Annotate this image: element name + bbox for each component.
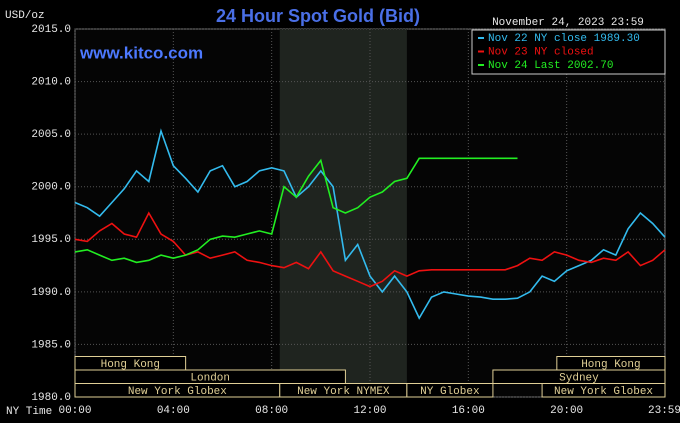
session-label: Sydney [559, 373, 599, 385]
x-tick-label: 08:00 [255, 405, 288, 417]
session-label: London [190, 373, 230, 385]
session-label: New York NYMEX [297, 386, 390, 398]
x-tick-label: 04:00 [157, 405, 190, 417]
y-tick-label: 1985.0 [31, 339, 71, 351]
legend-box [471, 29, 666, 75]
x-tick-label: 12:00 [353, 405, 386, 417]
session-label: New York Globex [128, 386, 227, 398]
y-axis-label: USD/oz [5, 10, 45, 22]
y-tick-label: 1980.0 [31, 392, 71, 404]
session-label: NY Globex [420, 386, 480, 398]
y-tick-label: 1995.0 [31, 234, 71, 246]
y-tick-label: 2010.0 [31, 76, 71, 88]
legend-label: Nov 22 NY close 1989.30 [488, 33, 640, 45]
date-label: November 24, 2023 23:59 [492, 17, 644, 29]
legend-label: Nov 24 Last 2002.70 [488, 60, 613, 72]
line-series [74, 211, 666, 288]
session-box [541, 383, 666, 398]
session-label: Hong Kong [101, 359, 160, 371]
y-tick-label: 1990.0 [31, 287, 71, 299]
x-tick-label: 16:00 [452, 405, 485, 417]
watermark: www.kitco.com [79, 43, 203, 62]
session-box [406, 383, 494, 398]
session-label: Hong Kong [581, 359, 640, 371]
y-tick-label: 2005.0 [31, 129, 71, 141]
chart-title: 24 Hour Spot Gold (Bid) [216, 6, 420, 26]
y-tick-label: 2000.0 [31, 182, 71, 194]
y-tick-label: 2015.0 [31, 24, 71, 36]
x-tick-label: 00:00 [58, 405, 91, 417]
x-tick-label: 20:00 [550, 405, 583, 417]
x-axis-label: NY Time [6, 406, 52, 418]
highlight-band [279, 29, 407, 397]
x-tick-label: 23:59 [648, 405, 680, 417]
line-series [74, 157, 518, 264]
session-label: New York Globex [554, 386, 653, 398]
legend-label: Nov 23 NY closed [488, 46, 594, 58]
line-series [74, 128, 666, 320]
